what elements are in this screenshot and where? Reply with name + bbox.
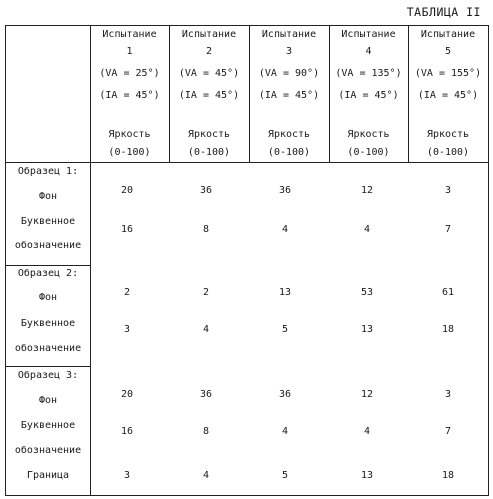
table-cell: 12: [347, 389, 387, 400]
table-cell: 36: [186, 389, 226, 400]
row-label: Фон: [6, 292, 90, 303]
header-test-2: Испытание 2 (VA = 45°) (IA = 45°) Яркост…: [169, 26, 249, 162]
table-cell: 2: [107, 287, 147, 298]
table-cell: 3: [428, 185, 468, 196]
data-table: Испытание 1 (VA = 25°) (IA = 45°) Яркост…: [5, 25, 489, 496]
header-test-4: Испытание 4 (VA = 135°) (IA = 45°) Яркос…: [329, 26, 408, 162]
table-title: ТАБЛИЦА II: [407, 5, 481, 19]
row-label-cont: обозначение: [6, 343, 90, 354]
table-cell: 13: [347, 324, 387, 335]
table-cell: 8: [186, 224, 226, 235]
table-cell: 4: [265, 426, 305, 437]
row-label-cont: обозначение: [6, 445, 90, 456]
table-cell: 20: [107, 185, 147, 196]
table-cell: 13: [265, 287, 305, 298]
table-cell: 13: [347, 470, 387, 481]
table-cell: 4: [186, 470, 226, 481]
row-label: Буквенное: [6, 216, 90, 227]
sample-title: Образец 1:: [6, 166, 90, 177]
row-divider: [6, 366, 90, 367]
row-label: Граница: [6, 470, 90, 481]
sample-title: Образец 2:: [6, 268, 90, 279]
table-cell: 36: [265, 389, 305, 400]
row-label: Буквенное: [6, 420, 90, 431]
row-label: Фон: [6, 395, 90, 406]
table-cell: 16: [107, 426, 147, 437]
table-cell: 18: [428, 470, 468, 481]
header-divider: [6, 162, 488, 163]
table-cell: 20: [107, 389, 147, 400]
table-cell: 53: [347, 287, 387, 298]
table-cell: 4: [347, 224, 387, 235]
table-cell: 2: [186, 287, 226, 298]
table-cell: 8: [186, 426, 226, 437]
table-cell: 12: [347, 185, 387, 196]
table-cell: 3: [107, 324, 147, 335]
table-cell: 4: [186, 324, 226, 335]
table-cell: 5: [265, 470, 305, 481]
table-cell: 16: [107, 224, 147, 235]
table-cell: 18: [428, 324, 468, 335]
table-cell: 3: [428, 389, 468, 400]
row-label: Фон: [6, 191, 90, 202]
header-test-5: Испытание 5 (VA = 155°) (IA = 45°) Яркос…: [408, 26, 488, 162]
table-cell: 61: [428, 287, 468, 298]
table-cell: 5: [265, 324, 305, 335]
table-cell: 7: [428, 224, 468, 235]
row-divider: [6, 265, 90, 266]
table-cell: 36: [265, 185, 305, 196]
header-test-3: Испытание 3 (VA = 90°) (IA = 45°) Яркост…: [249, 26, 329, 162]
table-cell: 3: [107, 470, 147, 481]
table-cell: 7: [428, 426, 468, 437]
sample-title: Образец 3:: [6, 370, 90, 381]
table-cell: 36: [186, 185, 226, 196]
table-cell: 4: [265, 224, 305, 235]
table-cell: 4: [347, 426, 387, 437]
header-test-1: Испытание 1 (VA = 25°) (IA = 45°) Яркост…: [90, 26, 169, 162]
row-label-cont: обозначение: [6, 240, 90, 251]
row-label: Буквенное: [6, 318, 90, 329]
